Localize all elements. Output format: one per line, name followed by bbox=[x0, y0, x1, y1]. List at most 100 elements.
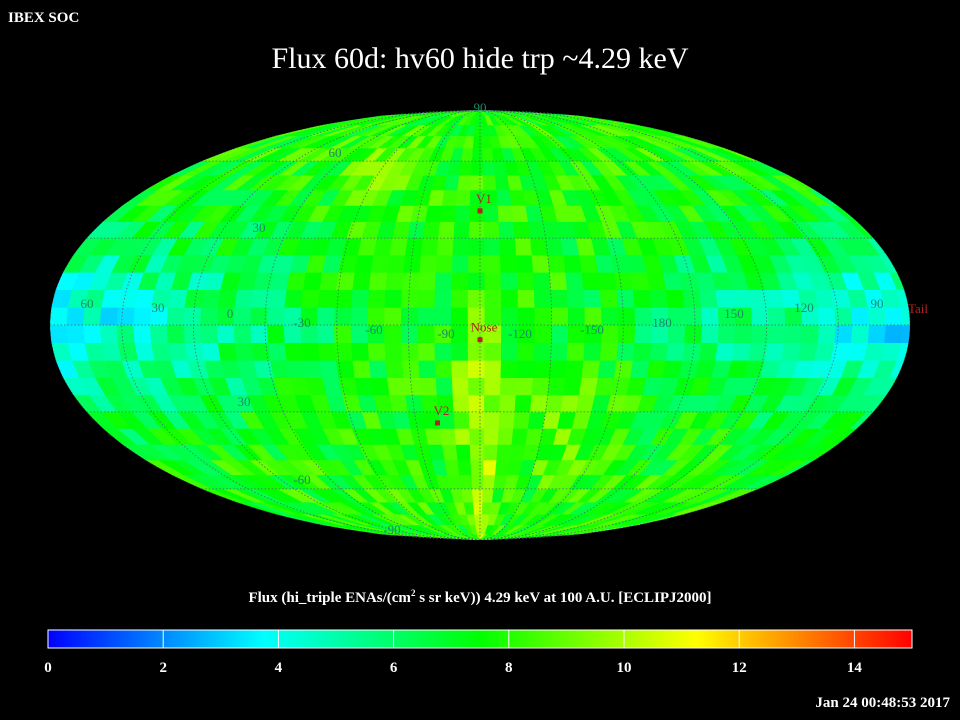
flux-pixel bbox=[665, 342, 686, 361]
flux-pixel bbox=[684, 324, 703, 344]
flux-pixel bbox=[418, 271, 437, 291]
flux-pixel bbox=[459, 474, 473, 490]
flux-pixel bbox=[401, 271, 421, 291]
flux-pixel bbox=[581, 271, 601, 291]
flux-pixel bbox=[484, 289, 502, 308]
flux-pixel bbox=[484, 254, 502, 273]
flux-pixel bbox=[531, 377, 550, 396]
flux-pixel bbox=[551, 306, 569, 326]
flux-pixel bbox=[731, 289, 752, 308]
flux-pixel bbox=[99, 324, 119, 344]
flux-pixel bbox=[484, 342, 502, 361]
flux-pixel bbox=[467, 271, 486, 291]
flux-pixel bbox=[684, 306, 703, 326]
flux-pixel bbox=[453, 411, 470, 429]
lat-label: -60 bbox=[293, 472, 310, 487]
flux-pixel bbox=[630, 271, 651, 291]
flux-pixel bbox=[455, 189, 472, 206]
flux-pixel bbox=[565, 359, 585, 379]
flux-pixel bbox=[482, 474, 496, 490]
flux-pixel bbox=[387, 377, 406, 396]
flux-pixel bbox=[216, 324, 236, 344]
flux-pixel bbox=[534, 324, 553, 344]
lon-label: -150 bbox=[580, 322, 604, 337]
flux-pixel bbox=[167, 289, 189, 308]
flux-pixel bbox=[599, 342, 619, 361]
flux-pixel bbox=[450, 306, 469, 326]
lon-label: 60 bbox=[81, 296, 94, 311]
flux-pixel bbox=[452, 394, 470, 413]
flux-pixel bbox=[784, 324, 803, 344]
flux-pixel bbox=[166, 324, 186, 344]
flux-pixel bbox=[368, 359, 388, 379]
flux-pixel bbox=[99, 306, 119, 326]
colorbar-tick-label: 2 bbox=[159, 660, 167, 676]
flux-pixel bbox=[434, 271, 453, 291]
flux-pixel bbox=[579, 254, 599, 273]
marker-point bbox=[477, 337, 483, 343]
flux-pixel bbox=[461, 488, 474, 503]
flux-pixel bbox=[551, 324, 569, 344]
flux-pixel bbox=[698, 342, 719, 361]
flux-pixel bbox=[385, 359, 404, 379]
flux-pixel bbox=[301, 342, 321, 361]
flux-pixel bbox=[901, 306, 910, 326]
timestamp: Jan 24 00:48:53 2017 bbox=[815, 695, 950, 711]
flux-pixel bbox=[499, 237, 517, 256]
flux-pixel bbox=[617, 306, 636, 326]
flux-pixel bbox=[470, 459, 485, 476]
flux-pixel bbox=[468, 237, 485, 256]
flux-pixel bbox=[649, 342, 669, 361]
flux-pixel bbox=[500, 359, 519, 379]
flux-pixel bbox=[532, 271, 552, 291]
flux-pixel bbox=[513, 221, 531, 239]
flux-pixel bbox=[634, 324, 653, 344]
flux-pixel bbox=[352, 359, 372, 379]
flux-pixel bbox=[617, 324, 636, 344]
flux-pixel bbox=[317, 324, 336, 344]
lon-label: 0 bbox=[227, 306, 234, 321]
flux-pixel bbox=[200, 324, 219, 344]
flux-pixel bbox=[201, 289, 222, 308]
flux-pixel bbox=[496, 189, 513, 206]
flux-pixel bbox=[284, 342, 304, 361]
flux-pixel bbox=[613, 271, 634, 291]
flux-pixel bbox=[116, 324, 136, 344]
flux-pixel bbox=[384, 306, 402, 326]
flux-pixel bbox=[484, 377, 502, 396]
flux-pixel bbox=[484, 237, 501, 256]
flux-pixel bbox=[533, 289, 552, 308]
flux-pixel bbox=[425, 205, 443, 222]
flux-pixel bbox=[444, 459, 460, 476]
flux-pixel bbox=[545, 394, 564, 413]
flux-pixel bbox=[459, 160, 473, 176]
flux-pixel bbox=[389, 237, 409, 256]
flux-pixel bbox=[434, 306, 452, 326]
flux-pixel bbox=[529, 237, 549, 256]
flux-pixel bbox=[482, 160, 496, 176]
flux-pixel bbox=[441, 189, 459, 206]
lat-label: 30 bbox=[253, 220, 266, 235]
flux-pixel bbox=[517, 306, 536, 326]
flux-pixel bbox=[616, 289, 636, 308]
flux-pixel bbox=[469, 428, 485, 445]
flux-pixel bbox=[317, 289, 337, 308]
flux-pixel bbox=[354, 377, 375, 396]
flux-pixel bbox=[319, 271, 340, 291]
flux-pixel bbox=[484, 359, 502, 379]
colorbar-tick-label: 6 bbox=[389, 660, 398, 676]
flux-pixel bbox=[483, 174, 498, 191]
flux-pixel bbox=[547, 254, 567, 273]
flux-pixel bbox=[455, 444, 472, 461]
flux-pixel bbox=[531, 254, 550, 273]
flux-pixel bbox=[483, 221, 501, 239]
flux-pixel bbox=[483, 459, 498, 476]
flux-pixel bbox=[529, 394, 549, 413]
lon-label: 90 bbox=[871, 296, 884, 311]
flux-pixel bbox=[234, 342, 255, 361]
flux-pixel bbox=[417, 342, 436, 361]
flux-pixel bbox=[497, 205, 514, 222]
flux-pixel bbox=[867, 324, 887, 344]
flux-pixel bbox=[715, 342, 736, 361]
flux-pixel bbox=[483, 411, 501, 429]
